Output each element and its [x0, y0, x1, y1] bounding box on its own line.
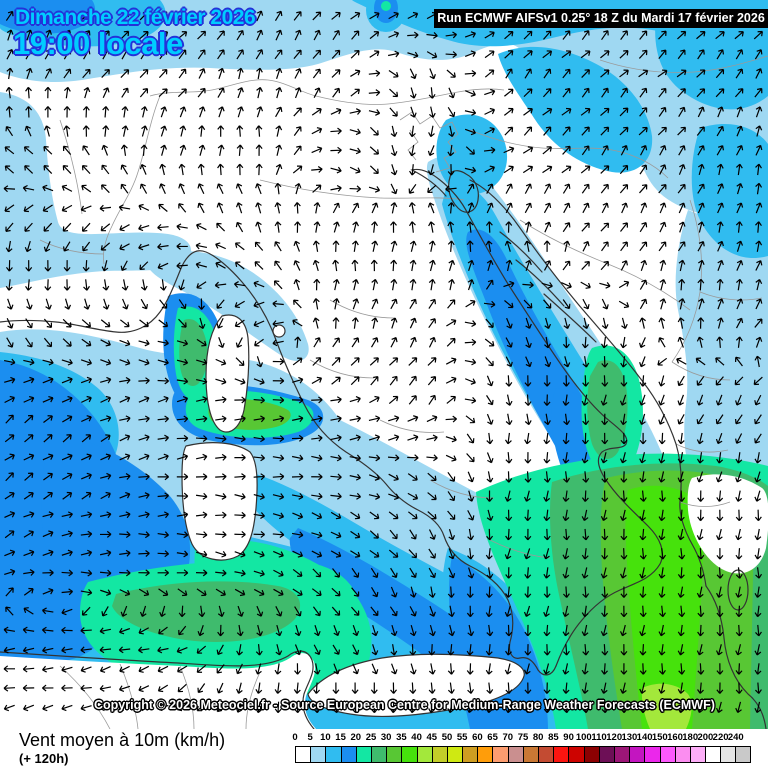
legend-cell	[659, 746, 675, 763]
coast-dalmatian-islands	[499, 231, 597, 343]
legend-tick-label: 240	[727, 732, 744, 743]
legend-cell	[705, 746, 721, 763]
legend-tick-label: 0	[292, 732, 298, 743]
legend-tick-label: 120	[606, 732, 623, 743]
legend-cell	[644, 746, 660, 763]
date-label: Dimanche 22 février 2026	[15, 6, 256, 29]
time-label: 19:00 locale	[13, 26, 183, 61]
legend-tick-label: 35	[396, 732, 407, 743]
legend-tick-label: 130	[621, 732, 638, 743]
legend-tick-label: 20	[350, 732, 362, 743]
legend-cell	[310, 746, 326, 763]
legend-tick-label: 65	[487, 732, 498, 743]
legend-cell	[431, 746, 447, 763]
legend-tick-labels: 0 5 10 15 20 25 30 35 40 45 50 55 60 65 70 75 80 85 90 100 1…	[292, 732, 757, 746]
legend-tick-label: 110	[591, 732, 607, 743]
legend-tick-label: 180	[682, 732, 699, 743]
legend-tick-label: 220	[712, 732, 729, 743]
legend: 0 5 10 15 20 25 30 35 40 45 50 55 60 65 70 75 80 85 90 100 1…	[292, 732, 757, 763]
legend-cell	[386, 746, 402, 763]
legend-cell	[613, 746, 630, 763]
legend-tick-label: 200	[697, 732, 714, 743]
coast-italy-west	[0, 250, 557, 676]
legend-cell	[629, 746, 645, 763]
coast-istria	[448, 170, 479, 213]
legend-tick-label: 55	[456, 732, 468, 743]
legend-tick-label: 45	[426, 732, 438, 743]
legend-cell	[720, 746, 736, 763]
parameter-label: Vent moyen à 10m (km/h)	[19, 730, 226, 750]
legend-tick-label: 50	[441, 732, 453, 743]
coast-sardinia	[181, 442, 258, 561]
legend-cell	[522, 746, 538, 763]
forecast-map	[0, 0, 768, 729]
wind-speed-fill-layer	[0, 0, 768, 729]
legend-cell	[492, 746, 508, 763]
legend-cell	[583, 746, 599, 763]
coast-croatia	[469, 179, 707, 587]
coast-sicily	[307, 653, 525, 718]
forecast-step-label: (+ 120h)	[19, 751, 69, 766]
legend-tick-label: 25	[365, 732, 377, 743]
legend-cell	[689, 746, 706, 763]
legend-cell	[507, 746, 523, 763]
legend-cell	[325, 746, 341, 763]
legend-tick-label: 5	[307, 732, 313, 743]
legend-tick-label: 30	[380, 732, 392, 743]
copyright-label: Copyright © 2026 Meteociel.fr - Source E…	[94, 698, 715, 712]
coast-corsica	[205, 314, 250, 433]
legend-tick-label: 160	[667, 732, 683, 743]
legend-tick-label: 10	[320, 732, 331, 743]
legend-tick-label: 80	[532, 732, 544, 743]
legend-cell	[401, 746, 417, 763]
legend-cell	[674, 746, 690, 763]
run-info-bar: Run ECMWF AIFSv1 0.25° 18 Z du Mardi 17 …	[434, 9, 768, 28]
legend-cell	[416, 746, 432, 763]
coast-elba	[272, 324, 286, 338]
legend-cell	[295, 746, 311, 763]
legend-cell	[477, 746, 493, 763]
legend-cell	[355, 746, 371, 763]
legend-tick-label: 90	[563, 732, 574, 743]
legend-tick-label: 85	[548, 732, 559, 743]
legend-cell	[735, 746, 751, 763]
wind-arrows-layer	[3, 10, 763, 714]
legend-tick-label: 70	[502, 732, 514, 743]
legend-cell	[568, 746, 584, 763]
legend-cell	[462, 746, 478, 763]
legend-tick-label: 60	[472, 732, 483, 743]
coast-africa	[0, 650, 315, 729]
legend-cell	[598, 746, 614, 763]
legend-tick-label: 40	[411, 732, 422, 743]
legend-cell	[340, 746, 356, 763]
legend-tick-label: 150	[651, 732, 668, 743]
legend-cell	[553, 746, 569, 763]
legend-tick-label: 140	[636, 732, 653, 743]
legend-tick-label: 100	[575, 732, 592, 743]
legend-tick-label: 75	[517, 732, 529, 743]
legend-cell	[538, 746, 554, 763]
legend-cell	[370, 746, 387, 763]
coast-greece	[705, 585, 767, 729]
legend-cell	[446, 746, 463, 763]
coast-corfu	[727, 569, 749, 611]
legend-tick-label: 15	[335, 732, 346, 743]
legend-scale-bar	[295, 746, 757, 763]
